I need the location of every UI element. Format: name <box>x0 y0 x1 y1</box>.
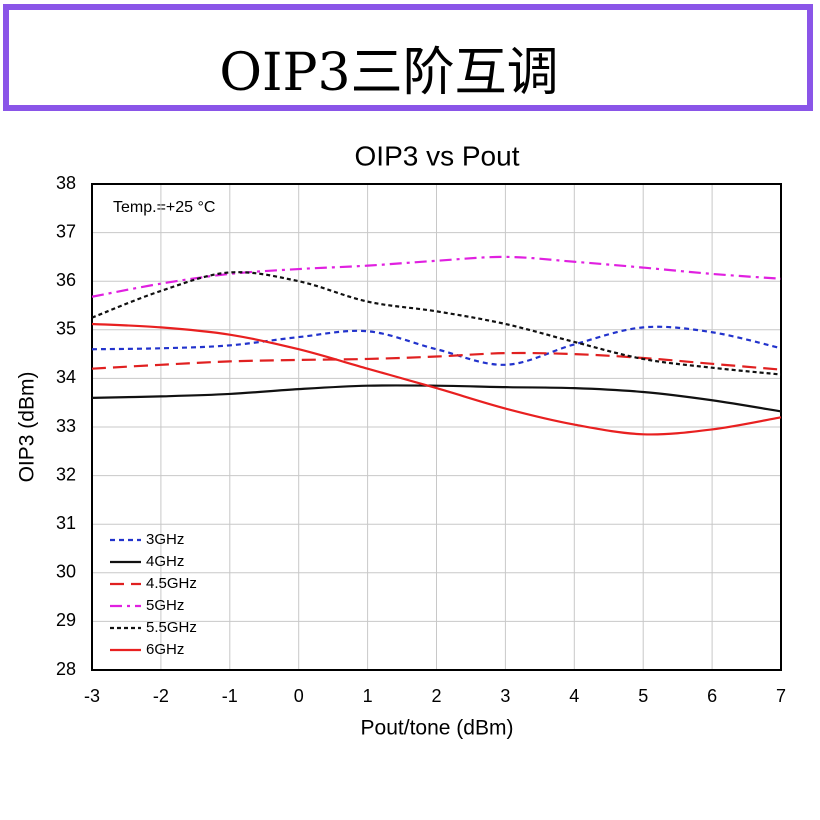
y-tick-label: 37 <box>56 221 76 241</box>
x-tick-label: 5 <box>638 686 648 706</box>
legend-label: 4.5GHz <box>146 575 197 592</box>
series-line <box>91 325 782 366</box>
x-tick-label: -3 <box>84 686 100 706</box>
annotation: Temp.=+25 °C <box>113 199 215 216</box>
series-line <box>91 271 782 376</box>
y-tick-label: 29 <box>56 610 76 630</box>
y-tick-label: 28 <box>56 659 76 679</box>
y-tick-label: 30 <box>56 562 76 582</box>
x-tick-label: 7 <box>776 686 786 706</box>
x-tick-label: -1 <box>222 686 238 706</box>
series-line <box>91 322 782 436</box>
x-tick-label: 4 <box>569 686 579 706</box>
x-tick-label: 2 <box>431 686 441 706</box>
y-tick-label: 35 <box>56 319 76 339</box>
y-axis-label: OIP3 (dBm) <box>16 372 39 483</box>
y-tick-label: 32 <box>56 464 76 484</box>
banner: OIP3三阶互调 <box>3 4 813 111</box>
legend-label: 3GHz <box>146 531 184 548</box>
y-tick-label: 36 <box>56 270 76 290</box>
x-tick-label: 6 <box>707 686 717 706</box>
x-tick-label: -2 <box>153 686 169 706</box>
x-tick-label: 1 <box>363 686 373 706</box>
x-tick-label: 0 <box>294 686 304 706</box>
y-tick-label: 33 <box>56 416 76 436</box>
legend-label: 6GHz <box>146 641 184 658</box>
chart-title: OIP3 vs Pout <box>355 140 520 171</box>
plot-frame <box>91 183 782 671</box>
x-axis-label: Pout/tone (dBm) <box>361 717 514 740</box>
x-tick-label: 3 <box>500 686 510 706</box>
y-tick-label: 38 <box>56 173 76 193</box>
y-tick-label: 34 <box>56 367 76 387</box>
legend-label: 4GHz <box>146 553 184 570</box>
legend-label: 5GHz <box>146 597 184 614</box>
series-line <box>91 384 782 413</box>
series-line <box>91 351 782 371</box>
series-line <box>91 255 782 298</box>
y-tick-label: 31 <box>56 513 76 533</box>
banner-title: OIP3三阶互调 <box>219 43 559 103</box>
legend-label: 5.5GHz <box>146 619 197 636</box>
